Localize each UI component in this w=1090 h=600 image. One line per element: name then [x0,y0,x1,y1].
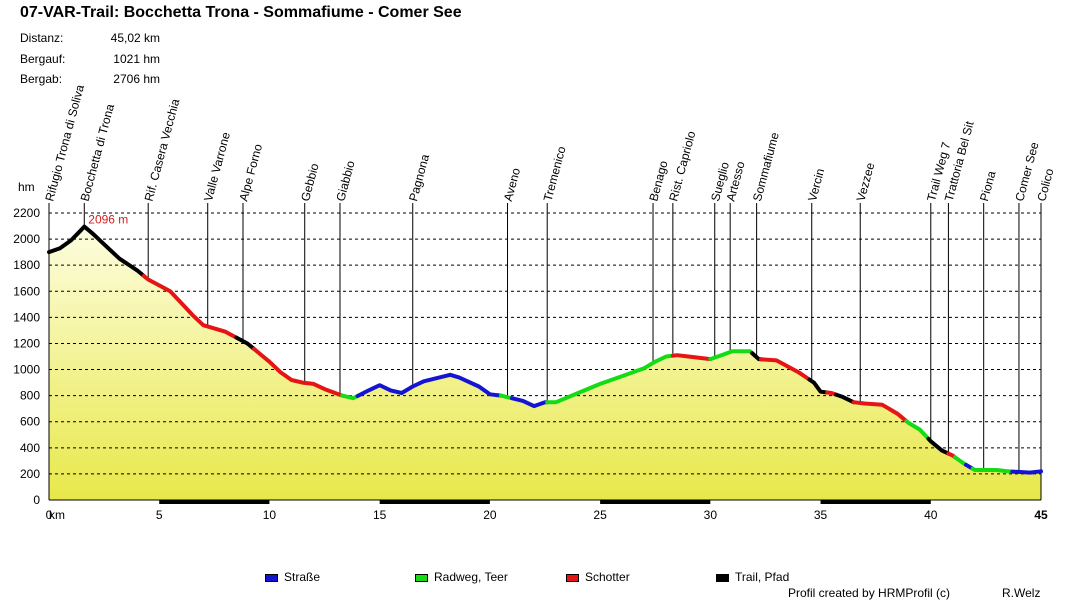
waypoint-label-1: Bocchetta di Trona [78,102,118,203]
y-tick-label-1800: 1800 [13,258,40,272]
y-tick-label-2200: 2200 [13,206,40,220]
y-tick-label-200: 200 [20,467,40,481]
max-elevation-label: 2096 m [88,213,128,227]
legend-swatch-schotter [566,573,579,582]
x-tick-label-25: 25 [593,508,607,522]
waypoint-label-5: Gebbio [298,161,322,202]
footer-credit: Profil created by HRMProfil (c) [788,586,951,600]
waypoint-label-15: Vercin [805,167,827,203]
legend-label-trail: Trail, Pfad [735,570,790,584]
ascent-label: Bergauf: [20,52,66,66]
legend-label-schotter: Schotter [585,570,630,584]
legend-item-trail: Trail, Pfad [716,570,789,584]
waypoint-label-0: Rifugio Trona di Soliva [42,83,87,203]
y-axis-label: hm [18,180,35,194]
x-axis-label: km [49,508,65,522]
profile-segment-trail-0 [47,224,146,278]
waypoint-label-3: Valle Varrone [201,130,233,202]
y-tick-label-1200: 1200 [13,336,40,350]
y-tick-label-2000: 2000 [13,232,40,246]
profile-segment-trail-15 [834,392,856,405]
x-axis-band-1 [379,500,490,504]
y-tick-label-600: 600 [20,415,40,429]
waypoint-label-16: Vezzee [854,161,878,203]
profile-segment-strasse-5 [355,372,503,398]
profile-segment-radweg-4 [340,393,360,401]
y-tick-label-0: 0 [33,493,40,507]
profile-segment-radweg-17 [904,419,931,441]
legend-swatch-trail [716,573,729,582]
legend-item-strasse: Straße [265,570,320,584]
distance-value: 45,02 km [110,31,160,45]
waypoint-label-9: Tremenico [541,145,569,203]
waypoint-label-21: Colico [1034,167,1056,203]
x-tick-label-30: 30 [704,508,718,522]
footer-author: R.Welz [1002,586,1041,600]
descent-value: 2706 hm [113,72,160,86]
profile-segment-trail-18 [926,436,951,456]
waypoint-label-4: Alpe Forno [236,142,265,203]
legend-item-radweg: Radweg, Teer [415,570,508,584]
profile-segment-strasse-23 [1010,469,1043,475]
legend-swatch-strasse [265,573,278,582]
legend-label-radweg: Radweg, Teer [434,570,508,584]
legend-swatch-radweg [415,573,428,582]
x-axis-band-0 [159,500,270,504]
x-tick-label-0: 0 [46,508,53,522]
waypoint-label-8: Aveno [501,166,523,203]
profile-segment-trail-2 [234,335,256,351]
profile-segment-schotter-12 [759,357,812,382]
profile-segment-schotter-9 [670,353,713,362]
profile-segment-trail-13 [807,377,830,395]
waypoint-label-11: Rist. Capriolo [666,129,698,203]
waypoint-label-14: Sommafiume [750,131,782,203]
profile-segment-schotter-3 [252,346,345,398]
waypoint-label-7: Pagnona [406,152,432,202]
profile-segment-radweg-8 [545,353,675,405]
waypoint-label-19: Piona [977,169,999,203]
y-tick-label-1600: 1600 [13,284,40,298]
x-tick-label-35: 35 [814,508,828,522]
page-title: 07-VAR-Trail: Bocchetta Trona - Sommafiu… [20,4,462,21]
profile-segment-radweg-22 [970,466,1015,474]
y-tick-label-800: 800 [20,389,40,403]
profile-segment-schotter-1 [141,273,239,340]
waypoint-label-2: Rif. Casera Vecchia [142,97,183,203]
x-tick-label-15: 15 [373,508,387,522]
ascent-value: 1021 hm [113,52,160,66]
y-tick-label-400: 400 [20,441,40,455]
waypoint-label-6: Giabbio [333,159,357,203]
profile-area [49,226,1041,500]
x-tick-label-5: 5 [156,508,163,522]
x-tick-label-40: 40 [924,508,938,522]
distance-label: Distanz: [20,31,64,45]
y-tick-label-1400: 1400 [13,310,40,324]
x-tick-label-10: 10 [263,508,277,522]
legend-label-strasse: Straße [284,570,321,584]
x-tick-label-45: 45 [1034,508,1048,522]
x-axis-band-2 [600,500,711,504]
legend-item-schotter: Schotter [566,570,630,584]
descent-label: Bergab: [20,72,63,86]
y-tick-label-1000: 1000 [13,363,40,377]
profile-segment-schotter-16 [851,400,909,424]
x-axis-band-3 [820,500,931,504]
x-tick-label-20: 20 [483,508,497,522]
